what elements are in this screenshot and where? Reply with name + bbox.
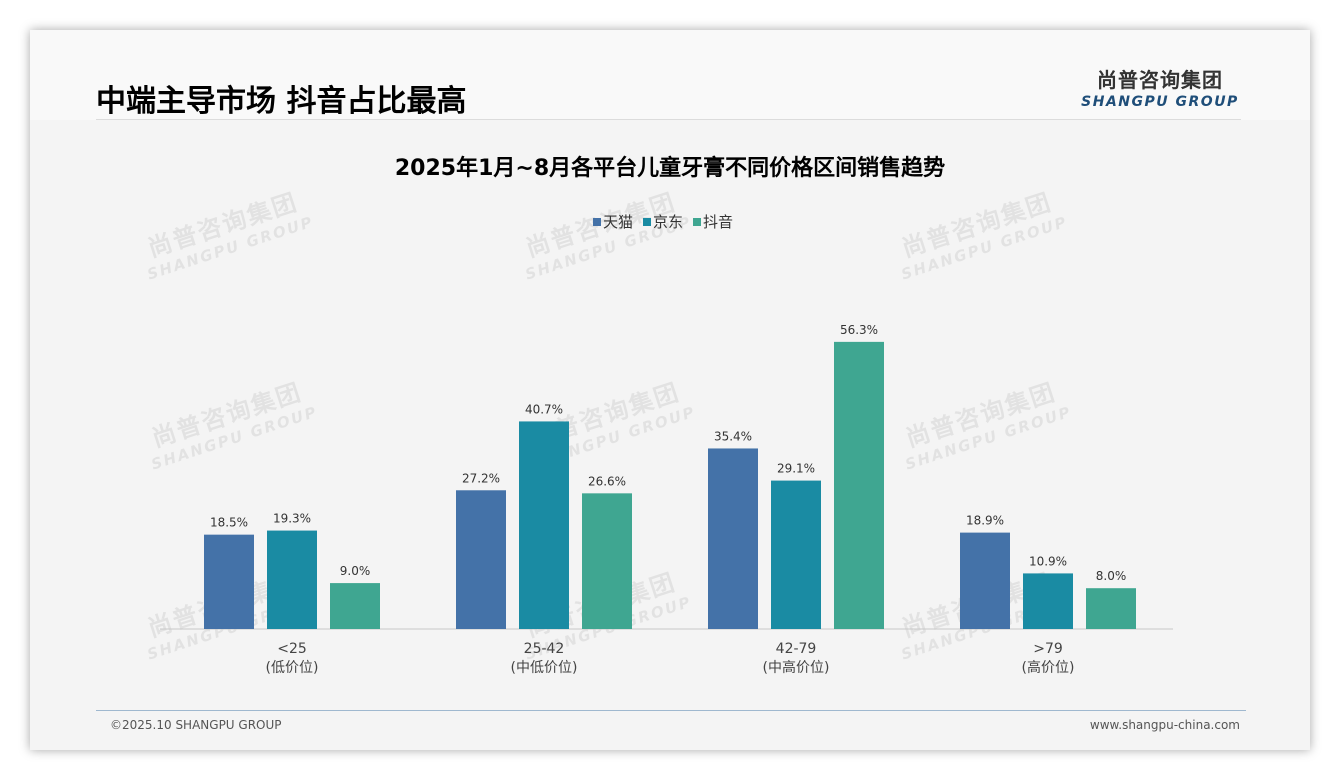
category-tier-label: (中低价位) [511,660,578,676]
data-label: 19.3% [273,512,311,526]
data-label: 18.5% [210,516,248,530]
data-label: 27.2% [462,471,500,485]
bar-chart: 18.5% 19.3% 9.0% <25 (低价位) 27.2% 40.7% 26.6% 25-… [160,323,1173,676]
slide: 中端主导市场 抖音占比最高 尚普咨询集团 SHANGPU GROUP 尚普咨询集… [30,30,1310,750]
data-label: 29.1% [777,462,815,476]
category-range-label: <25 [277,641,307,657]
data-label: 26.6% [588,474,626,488]
bar-京东-2 [771,480,821,629]
header-band [30,30,1310,120]
legend-swatch [593,217,601,226]
data-label: 56.3% [840,323,878,337]
data-label: 40.7% [525,402,563,416]
legend-item-jd: 京东 [643,211,683,232]
data-label: 9.0% [340,564,371,578]
category-range-label: 42-79 [776,641,817,657]
chart-title: 2025年1月~8月各平台儿童牙膏不同价格区间销售趋势 [394,156,946,181]
bar-抖音-1 [582,493,632,629]
legend-label: 天猫 [603,213,634,231]
legend-item-tmall: 天猫 [593,211,633,232]
data-label: 18.9% [966,514,1004,528]
category-tier-label: (中高价位) [763,659,830,676]
category-range-label: >79 [1033,641,1063,657]
page-title: 中端主导市场 抖音占比最高 [96,84,467,119]
legend-swatch [693,217,702,226]
data-label: 8.0% [1096,569,1127,583]
category-range-label: 25-42 [524,641,565,657]
legend-label: 抖音 [703,213,734,231]
category-tier-label: (高价位) [1022,659,1075,676]
legend-item-douyin: 抖音 [693,211,733,232]
category-tier-label: (低价位) [266,660,319,676]
bar-抖音-3 [1086,588,1136,629]
data-label: 35.4% [714,429,752,443]
footer-divider [96,710,1246,711]
bar-京东-3 [1023,573,1073,629]
bar-京东-1 [519,421,569,629]
bar-天猫-3 [960,532,1010,629]
bar-抖音-2 [834,341,884,629]
bar-京东-0 [267,530,317,629]
company-logo: 尚普咨询集团 SHANGPU GROUP [1080,64,1240,110]
header-divider [96,119,1241,120]
bar-抖音-0 [330,583,380,629]
footer-website: www.shangpu-china.com [1089,718,1240,732]
logo-en-text: SHANGPU GROUP [1081,94,1239,110]
bar-天猫-2 [708,448,758,629]
data-label: 10.9% [1029,554,1067,568]
bar-天猫-0 [204,534,254,629]
legend-swatch [643,217,652,226]
legend-label: 京东 [653,213,684,231]
bar-天猫-1 [456,490,506,629]
footer-copyright: ©2025.10 SHANGPU GROUP [110,718,282,732]
logo-cn-text: 尚普咨询集团 [1097,68,1223,92]
chart-legend: 天猫 京东 抖音 [593,211,733,232]
